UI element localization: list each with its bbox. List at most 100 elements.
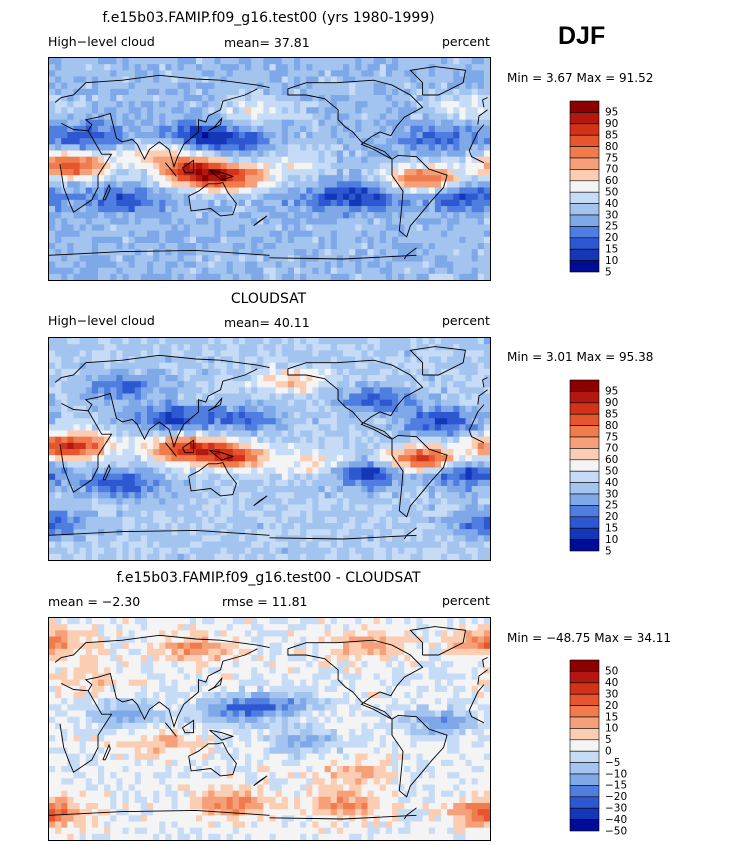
map-cell <box>110 510 117 518</box>
map-cell <box>257 449 264 456</box>
map-cell <box>79 338 87 345</box>
map-cell <box>183 430 191 438</box>
map-cell <box>147 467 154 475</box>
map-cell <box>214 350 222 358</box>
map-cell <box>159 498 166 506</box>
map-cell <box>398 436 405 444</box>
map-cell <box>263 356 271 364</box>
map-cell <box>49 64 56 71</box>
map-cell <box>318 199 326 207</box>
map-cell <box>483 412 490 419</box>
map-cell <box>453 95 460 102</box>
map-cell <box>134 473 142 481</box>
map-cell <box>104 224 111 232</box>
map-cell <box>226 193 234 201</box>
map-cell <box>134 175 142 182</box>
map-cell <box>306 449 313 456</box>
map-cell <box>330 236 338 244</box>
map-cell <box>312 442 320 450</box>
map-cell <box>140 88 148 96</box>
map-cell <box>416 467 424 475</box>
map-cell <box>447 64 454 71</box>
map-cell <box>422 76 430 84</box>
map-cell <box>434 356 442 364</box>
map-cell <box>330 467 338 475</box>
map-cell <box>79 236 87 244</box>
map-cell <box>202 156 209 164</box>
map-cell <box>361 356 369 364</box>
map-cell <box>471 412 479 419</box>
map-cell <box>300 58 307 65</box>
map-cell <box>214 82 222 90</box>
map-cell <box>238 368 246 376</box>
map-cell <box>232 95 240 102</box>
map-cell <box>147 169 154 176</box>
map-cell <box>263 206 271 213</box>
map-cell <box>465 449 473 456</box>
map-cell <box>343 442 350 450</box>
map-cell <box>422 412 430 419</box>
map-cell <box>483 442 490 450</box>
map-cell <box>245 504 252 512</box>
map-cell <box>300 356 307 364</box>
map-cell <box>177 455 185 462</box>
map-cell <box>153 486 160 493</box>
colorbar-swatch <box>569 214 600 227</box>
map-cell <box>67 132 75 139</box>
map-cell <box>67 486 75 493</box>
map-cell <box>269 261 277 269</box>
map-cell <box>153 113 160 121</box>
map-cell <box>434 498 442 506</box>
map-cell <box>416 523 424 530</box>
map-cell <box>238 70 246 78</box>
map-cell <box>373 255 381 263</box>
map-cell <box>367 461 375 469</box>
map-cell <box>67 64 75 71</box>
map-cell <box>404 455 411 462</box>
map-cell <box>67 424 75 432</box>
map-cell <box>226 535 234 543</box>
map-cell <box>428 368 436 376</box>
map-cell <box>257 412 264 419</box>
map-cell <box>196 88 203 96</box>
map-cell <box>441 473 448 481</box>
map-cell <box>441 107 448 115</box>
map-cell <box>477 523 485 530</box>
map-cell <box>422 455 430 462</box>
map-cell <box>336 212 344 219</box>
map-cell <box>306 387 313 395</box>
map-cell <box>202 405 209 413</box>
map-cell <box>214 393 222 401</box>
map-cell <box>165 492 173 499</box>
map-cell <box>55 261 62 269</box>
map-cell <box>336 436 344 444</box>
map-cell <box>49 101 56 108</box>
map-cell <box>336 442 344 450</box>
map-cell <box>367 162 375 170</box>
map-cell <box>55 181 62 189</box>
map-cell <box>49 156 56 164</box>
map-cell <box>183 523 191 530</box>
map-cell <box>183 405 191 413</box>
panel-1-map <box>48 57 491 281</box>
map-cell <box>61 486 68 493</box>
map-cell <box>269 436 277 444</box>
map-cell <box>79 138 87 145</box>
map-cell <box>202 132 209 139</box>
map-cell <box>434 156 442 164</box>
map-cell <box>238 442 246 450</box>
map-cell <box>355 267 362 275</box>
map-cell <box>263 375 271 382</box>
map-cell <box>398 224 405 232</box>
map-cell <box>312 175 320 182</box>
map-cell <box>208 399 215 407</box>
map-cell <box>287 181 295 189</box>
map-cell <box>159 212 166 219</box>
map-cell <box>410 399 418 407</box>
map-cell <box>226 449 234 456</box>
map-cell <box>208 424 215 432</box>
map-cell <box>300 230 307 238</box>
map-cell <box>324 442 332 450</box>
map-cell <box>263 132 271 139</box>
map-cell <box>447 82 454 90</box>
